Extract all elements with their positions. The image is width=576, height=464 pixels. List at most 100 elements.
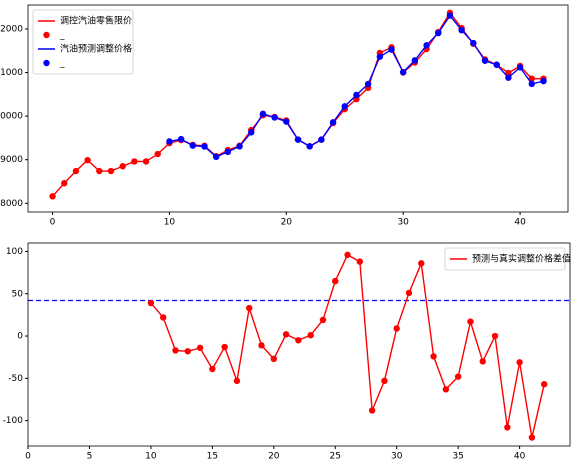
data-point (353, 91, 360, 99)
x-tick-label: 15 (207, 452, 218, 462)
data-point (528, 80, 535, 88)
x-tick-label: 40 (514, 218, 526, 228)
data-point (481, 57, 489, 64)
x-tick-label: 30 (391, 452, 403, 462)
data-point (259, 110, 267, 118)
y-tick-label: -100 (3, 416, 24, 426)
data-point (341, 103, 348, 110)
y-tick-label: 10000 (0, 112, 23, 122)
data-point (209, 365, 216, 373)
data-point (430, 353, 437, 360)
data-point (493, 61, 500, 68)
data-point (393, 325, 400, 332)
data-point (356, 258, 364, 265)
data-point (344, 251, 351, 259)
data-point (246, 304, 253, 312)
series-line (169, 14, 544, 158)
legend-label: 汽油预测调整价格 (60, 43, 132, 55)
x-tick-label: 35 (452, 452, 463, 462)
data-point (189, 142, 197, 149)
data-point (540, 381, 548, 388)
data-point (49, 193, 56, 200)
data-point (221, 343, 228, 351)
x-tick-label: 5 (87, 452, 93, 462)
data-point (381, 377, 388, 385)
data-point (196, 344, 204, 352)
legend-box (444, 247, 566, 271)
data-point (504, 424, 511, 431)
data-point (84, 156, 91, 164)
x-tick-label: 0 (25, 452, 31, 462)
data-point (540, 77, 547, 85)
data-point (233, 377, 241, 385)
data-point (282, 331, 290, 338)
data-point (248, 129, 255, 136)
data-point (184, 348, 191, 355)
data-point (201, 143, 208, 150)
data-point (270, 355, 278, 363)
data-point (236, 143, 243, 150)
data-point (376, 53, 384, 60)
data-point (283, 118, 290, 125)
data-point (418, 260, 425, 267)
data-point (294, 136, 302, 143)
y-tick-label: 0 (17, 332, 23, 342)
data-point (154, 150, 161, 158)
data-point (224, 148, 232, 156)
data-point (307, 331, 314, 339)
data-point (516, 359, 523, 366)
data-point (516, 64, 524, 71)
data-point (470, 39, 477, 47)
data-point (505, 69, 512, 77)
y-tick-label: 9000 (0, 155, 23, 165)
data-point (528, 434, 536, 441)
x-tick-label: 10 (164, 218, 176, 228)
data-point (61, 180, 68, 187)
data-point (446, 12, 454, 19)
data-point (142, 158, 150, 165)
data-point (166, 138, 173, 145)
data-point (96, 167, 103, 175)
data-point (388, 46, 395, 53)
data-point (318, 136, 325, 143)
data-point (131, 158, 138, 165)
y-tick-label: 100 (6, 247, 23, 257)
x-tick-label: 0 (50, 218, 56, 228)
y-tick-label: 50 (12, 289, 24, 299)
data-point (505, 74, 512, 81)
data-point (172, 347, 179, 354)
data-point (435, 29, 442, 37)
plot-frame (27, 4, 569, 213)
data-point (306, 143, 313, 150)
data-point (491, 332, 499, 340)
legend-swatch (43, 31, 50, 39)
data-point (212, 153, 220, 161)
data-point (411, 57, 419, 64)
y-tick-label: 12000 (0, 24, 23, 34)
data-point (368, 407, 376, 414)
data-point (528, 75, 535, 82)
legend-label: 调控汽油零售限价 (60, 15, 132, 27)
legend-label: 预测与真实调整价格差值 (472, 253, 571, 265)
x-tick-label: 20 (281, 218, 293, 228)
data-point (458, 26, 465, 34)
data-point (405, 289, 413, 297)
data-point (399, 68, 407, 76)
data-point (332, 277, 339, 285)
legend-swatch (43, 59, 50, 67)
data-point (319, 316, 327, 324)
x-tick-label: 25 (330, 452, 341, 462)
data-point (107, 167, 115, 175)
data-point (295, 337, 302, 344)
data-point (147, 299, 155, 307)
x-tick-label: 30 (397, 218, 409, 228)
y-tick-label: 8000 (0, 199, 23, 209)
data-point (364, 80, 372, 88)
data-point (159, 314, 167, 321)
data-point (72, 167, 80, 175)
data-point (479, 358, 486, 365)
data-point (258, 342, 265, 349)
x-tick-label: 10 (145, 452, 157, 462)
legend-label: _ (59, 31, 65, 41)
data-point (442, 386, 450, 393)
